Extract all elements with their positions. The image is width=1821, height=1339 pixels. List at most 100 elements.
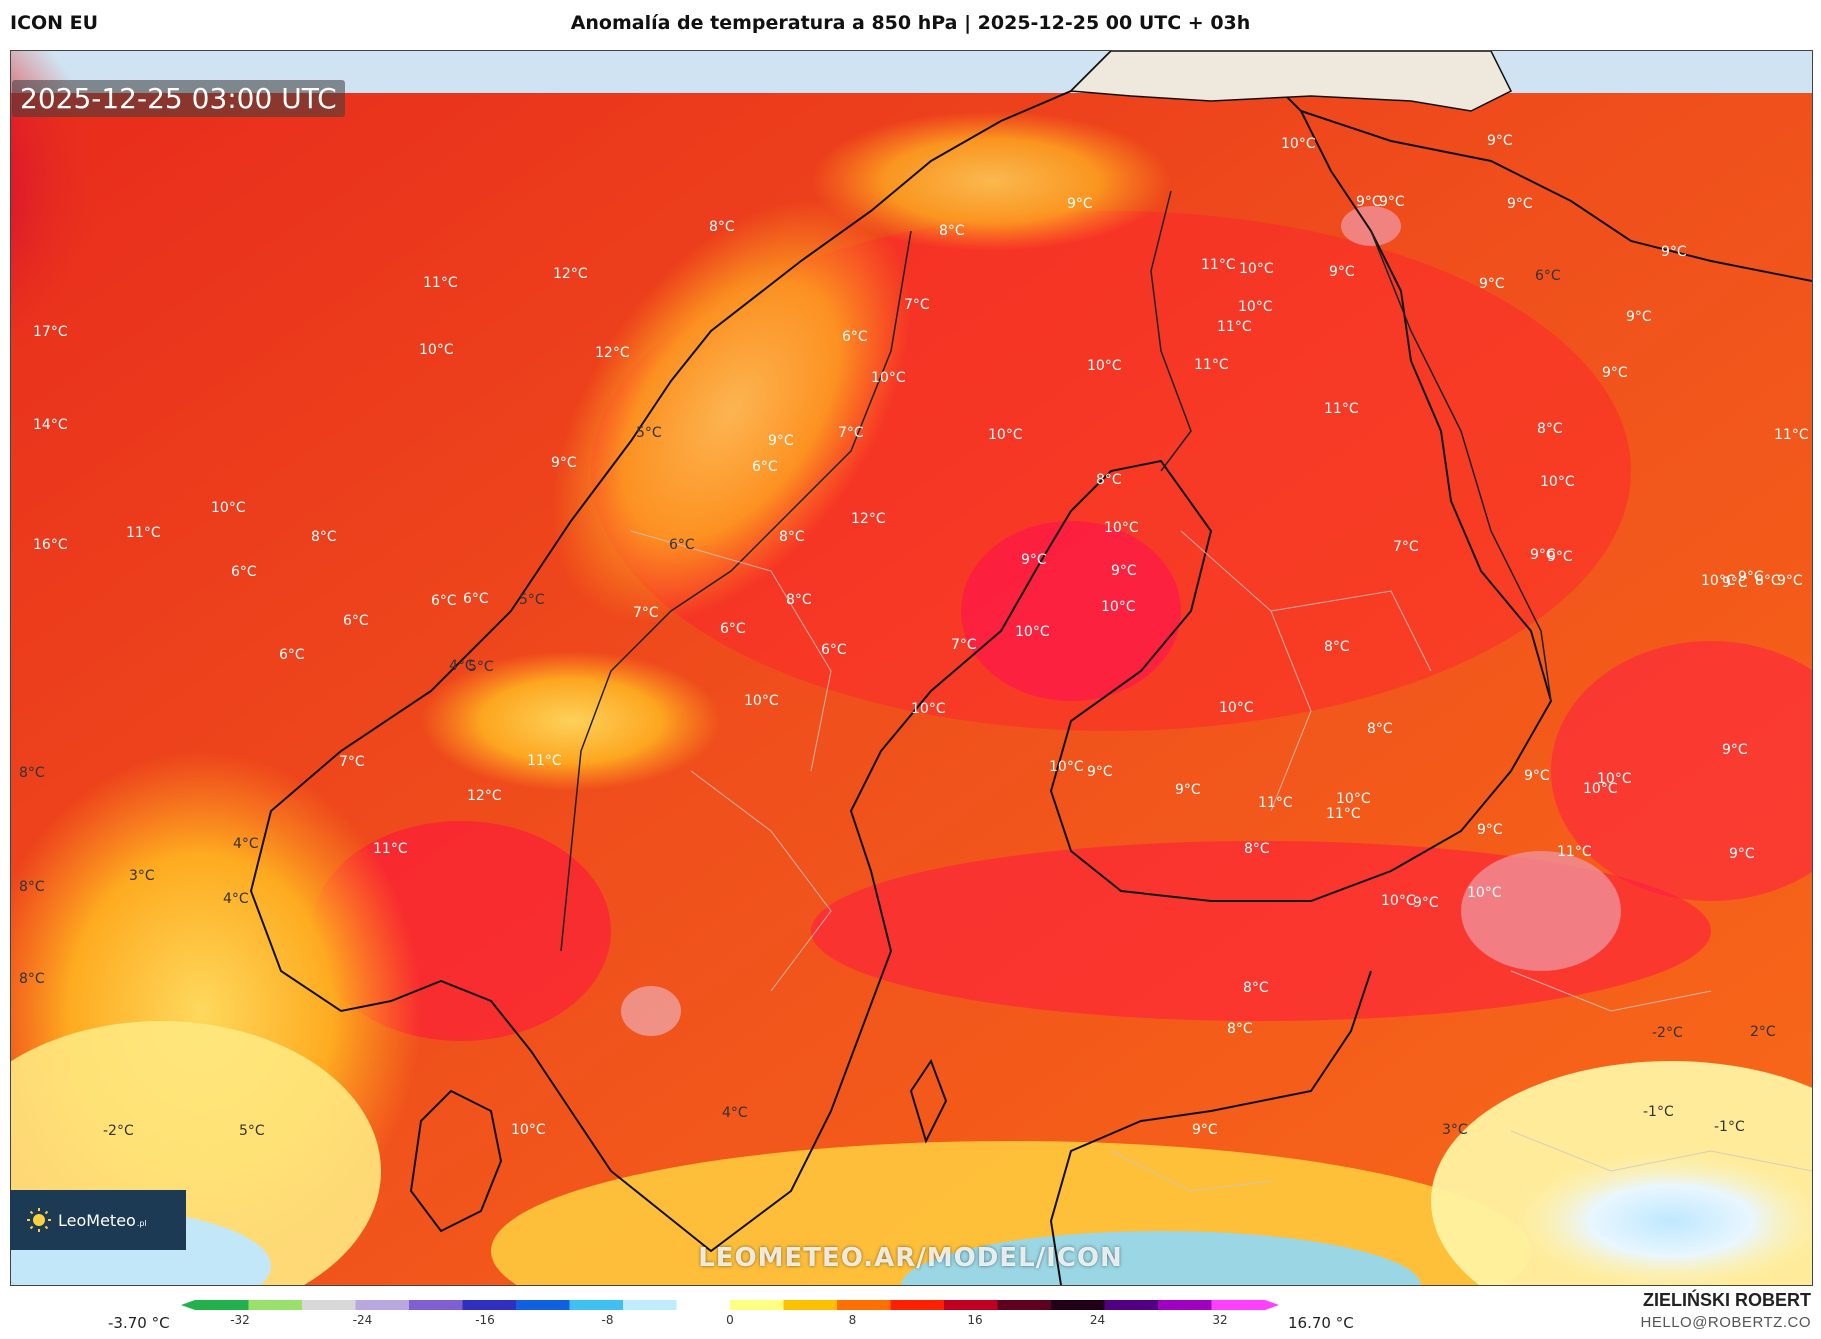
temp-label: 10°C xyxy=(871,370,906,386)
temp-label: 11°C xyxy=(1557,844,1592,860)
arctic-landmass xyxy=(1069,51,1513,112)
model-name: ICON EU xyxy=(10,12,99,34)
temp-label: 10°C xyxy=(419,342,454,358)
legend-swatch xyxy=(516,1300,570,1310)
cold-spot-south xyxy=(901,1231,1421,1285)
temp-label: 12°C xyxy=(851,511,886,527)
legend-swatch xyxy=(409,1300,463,1310)
temp-label: 7°C xyxy=(339,754,365,770)
atlantic-warm-anomaly xyxy=(11,51,551,681)
temp-label: 7°C xyxy=(1393,539,1419,555)
legend-colorbar: -32 -24 -16 -8 0 8 16 24 32 xyxy=(181,1300,1279,1327)
temp-label: 11°C xyxy=(373,841,408,857)
temp-label: 9°C xyxy=(1111,563,1137,579)
temp-label: 4°C xyxy=(223,891,249,907)
temp-label: 11°C xyxy=(1324,401,1359,417)
legend-swatch xyxy=(195,1300,249,1310)
temp-label: 9°C xyxy=(1777,573,1803,589)
temp-label: 4°C xyxy=(722,1105,748,1121)
temp-label: 10°C xyxy=(1336,791,1371,807)
legend-swatch xyxy=(890,1300,945,1310)
temp-label: 11°C xyxy=(1258,795,1293,811)
temp-label: 9°C xyxy=(1507,196,1533,212)
temp-label: 10°C xyxy=(1701,573,1736,589)
temp-label: 8°C xyxy=(1096,472,1122,488)
temp-label: 8°C xyxy=(1367,721,1393,737)
legend-swatch xyxy=(248,1300,303,1310)
temp-label: 6°C xyxy=(752,459,778,475)
temp-label: 8°C xyxy=(1324,639,1350,655)
color-legend: -3.70 °C -32 -24 -16 -8 0 8 16 24 32 16.70 °C xyxy=(0,1290,1821,1339)
watermark: LEOMETEO.AR/MODEL/ICON xyxy=(698,1243,1123,1273)
temp-label: 8°C xyxy=(311,529,337,545)
temp-label: 7°C xyxy=(633,605,659,621)
temp-label: 6°C xyxy=(720,621,746,637)
legend-arrow-right xyxy=(1265,1300,1279,1310)
legend-swatch xyxy=(1211,1300,1266,1310)
legend-tick-label: -8 xyxy=(602,1313,614,1327)
temp-label: 10°C xyxy=(1238,299,1273,315)
legend-tick-label: -32 xyxy=(230,1313,250,1327)
temp-label: 8°C xyxy=(939,223,965,239)
temp-label: 11°C xyxy=(126,525,161,541)
temp-label: 10°C xyxy=(211,500,246,516)
temp-label: 10°C xyxy=(911,701,946,717)
temp-label: 9°C xyxy=(1329,264,1355,280)
temperature-labels: 17°C14°C16°C11°C12°C10°C 12°C10°C11°C12°C… xyxy=(19,133,1809,1139)
temp-label: 9°C xyxy=(1413,895,1439,911)
temp-label: 10°C xyxy=(1049,759,1084,775)
temp-label: 6°C xyxy=(1535,268,1561,284)
temp-label: 10°C xyxy=(1597,771,1632,787)
temp-label: 9°C xyxy=(1479,276,1505,292)
scandinavia-coastline xyxy=(249,51,1553,1253)
temp-label: 14°C xyxy=(33,417,68,433)
temp-label: 12°C xyxy=(553,266,588,282)
norway-sweden-border xyxy=(560,230,912,952)
temp-label: 3°C xyxy=(129,868,155,884)
legend-tick-label: -24 xyxy=(353,1313,373,1327)
author-email[interactable]: HELLO@ROBERTZ.CO xyxy=(1640,1314,1811,1331)
pink-spot-1 xyxy=(1461,851,1621,971)
legend-swatch xyxy=(944,1300,998,1310)
legend-swatch xyxy=(783,1300,838,1310)
temp-label: -1°C xyxy=(1643,1104,1674,1120)
legend-swatch xyxy=(302,1300,356,1310)
map-frame[interactable]: 17°C 14°C 16°C 11°C 12°C 10°C 12°C 10°C 11°C 12°C… xyxy=(10,50,1813,1286)
map-title: Anomalía de temperatura a 850 hPa | 2025… xyxy=(570,12,1251,34)
temp-label: 11°C xyxy=(1201,257,1236,273)
temp-label: 10°C xyxy=(1583,781,1618,797)
temp-label: 6°C xyxy=(842,329,868,345)
temperature-anomaly-map[interactable]: 17°C14°C16°C11°C12°C10°C 12°C10°C11°C12°C… xyxy=(11,51,1812,1285)
temp-label: 9°C xyxy=(1487,133,1513,149)
temp-label: 8°C xyxy=(19,971,45,987)
temp-label: 10°C xyxy=(1381,893,1416,909)
temp-label: 17°C xyxy=(33,324,68,340)
legend-swatch xyxy=(355,1300,410,1310)
temp-label: 10°C xyxy=(988,427,1023,443)
temp-label: 8°C xyxy=(1244,841,1270,857)
legend-swatch xyxy=(623,1300,677,1310)
temp-label: 9°C xyxy=(1729,846,1755,862)
legend-swatch xyxy=(676,1300,731,1310)
legend-min-label: -3.70 °C xyxy=(108,1314,170,1332)
temp-label: 2°C xyxy=(1750,1024,1776,1040)
legend-swatch xyxy=(837,1300,891,1310)
legend-arrow-left xyxy=(181,1300,195,1310)
temp-label: 6°C xyxy=(231,564,257,580)
temp-label: 9°C xyxy=(1738,569,1764,585)
temp-label: 6°C xyxy=(821,642,847,658)
temp-label: 10°C xyxy=(1087,358,1122,374)
temp-label: 10°C xyxy=(744,693,779,709)
leometeo-logo[interactable]: LeoMeteo.pl xyxy=(10,1190,186,1250)
logo-suffix: .pl xyxy=(136,1218,147,1228)
temp-label: 10°C xyxy=(511,1122,546,1138)
temp-label: 10°C xyxy=(1281,136,1316,152)
temp-label: 9°C xyxy=(1379,194,1405,210)
warm-spot-russia xyxy=(1551,641,1812,901)
author-name: ZIELIŃSKI ROBERT xyxy=(1642,1290,1811,1310)
temp-label: 10°C xyxy=(1101,599,1136,615)
warm-spot-bothnia xyxy=(961,521,1181,701)
mountain-cool-south xyxy=(421,651,721,791)
legend-tick-label: 8 xyxy=(849,1313,857,1327)
temp-label: 9°C xyxy=(1175,782,1201,798)
